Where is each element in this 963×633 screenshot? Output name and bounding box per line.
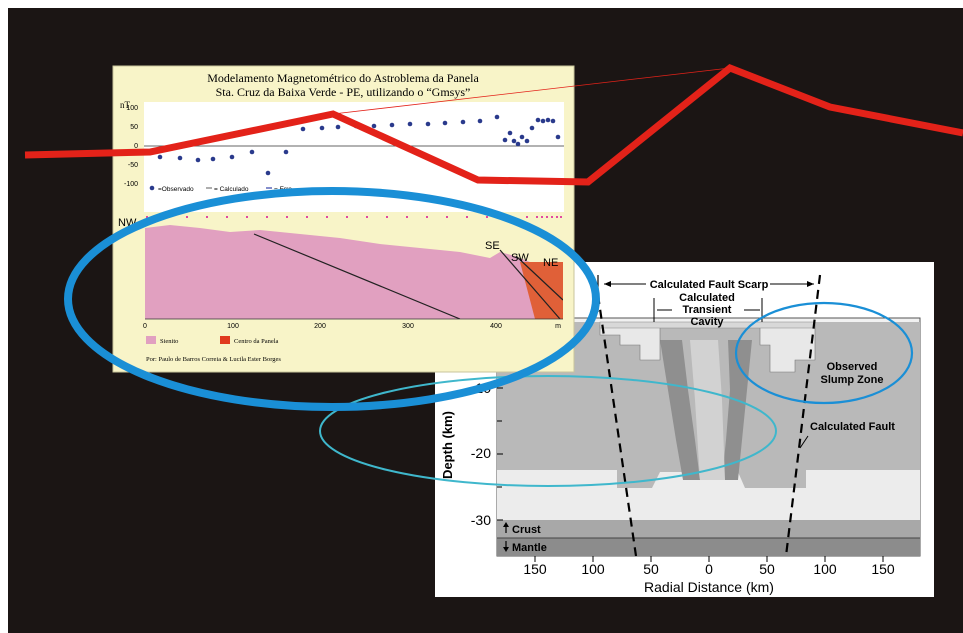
y-axis-label: Depth (km) [440,411,455,479]
label-transient-l1: Calculated [679,292,735,304]
mag-unit-label: nT [120,100,131,110]
label-transient-l3: Cavity [690,316,724,328]
sienite-body [145,225,563,319]
calc-fault-pointer [799,435,809,449]
slump-blocks-right [759,324,816,373]
blue-highlight-ellipse [64,187,600,411]
geo-x-tick-400: 400 [490,323,502,330]
label-mantle: Mantle [512,542,547,554]
scarp-arrowhead-left [604,281,611,287]
mantle-arrowhead [503,547,509,552]
geo-x-tick-300: 300 [402,323,414,330]
x-tick-150-right: 150 [871,561,895,577]
blue-slump-ellipse [734,301,914,405]
geo-fault-1 [253,233,461,319]
label-transient-l2: Transient [683,304,732,316]
fault-line-right [784,274,822,557]
geo-x-tick-100: 100 [227,323,239,330]
legend-calculated: = Calculado [214,186,249,193]
geo-x-tick-200: 200 [314,323,326,330]
mag-title-line1: Modelamento Magnetométrico do Astroblema… [207,71,479,85]
red-connector-line [332,67,731,115]
legend-observed: =Observado [158,186,194,193]
legend-center: Centro da Panela [234,338,279,345]
mag-y-tick-minus100: -100 [124,181,138,188]
cavity-wall-left [660,340,700,480]
label-crust: Crust [512,524,541,536]
mantle-band [497,538,920,556]
x-ticks-crater [534,556,884,562]
label-slump-l2: Slump Zone [821,374,884,386]
x-axis-label: Radial Distance (km) [644,579,774,595]
mag-y-tick-100: 100 [126,105,138,112]
geo-fault-3 [515,255,563,301]
mag-y-tick-50: 50 [130,124,138,131]
crust-arrowhead [503,522,509,527]
legend-observed-symbol [149,185,155,191]
mag-graph-area [144,102,564,212]
mag-y-tick-minus50: -50 [128,162,138,169]
center-panela-body [520,262,563,319]
y-tick-minus20: -20 [471,445,491,461]
x-tick-100-left: 100 [581,561,605,577]
geologic-section [145,225,563,319]
label-ne: NE [543,257,558,269]
credit-text: Por: Paulo de Barros Correia & Lucila Es… [146,356,281,363]
label-slump-l1: Observed [827,361,878,373]
label-calculated-fault: Calculated Fault [810,421,895,433]
legend-sienite: Sienito [160,338,178,345]
crust-band [497,520,920,538]
label-sw: SW [511,252,529,264]
x-tick-100-right: 100 [813,561,837,577]
y-tick-minus30: -30 [471,512,491,528]
x-tick-0: 0 [705,561,713,577]
legend-sienite-swatch [146,336,156,344]
geo-x-unit: m [555,323,561,330]
label-se: SE [485,240,500,252]
scarp-arrowhead-right [807,281,814,287]
mag-title-line2: Sta. Cruz da Baixa Verde - PE, utilizand… [216,85,471,99]
central-uplift [690,340,725,480]
geo-fault-2 [499,249,561,319]
legend-center-swatch [220,336,230,344]
x-tick-150-left: 150 [523,561,547,577]
x-tick-50-right: 50 [759,561,775,577]
slump-blocks-left [599,324,661,361]
red-profile-line [24,64,963,186]
x-tick-50-left: 50 [643,561,659,577]
label-fault-scarp: Calculated Fault Scarp [650,279,769,291]
mag-y-tick-0: 0 [134,143,138,150]
geo-x-tick-0: 0 [143,323,147,330]
teal-highlight-ellipse [319,375,777,487]
